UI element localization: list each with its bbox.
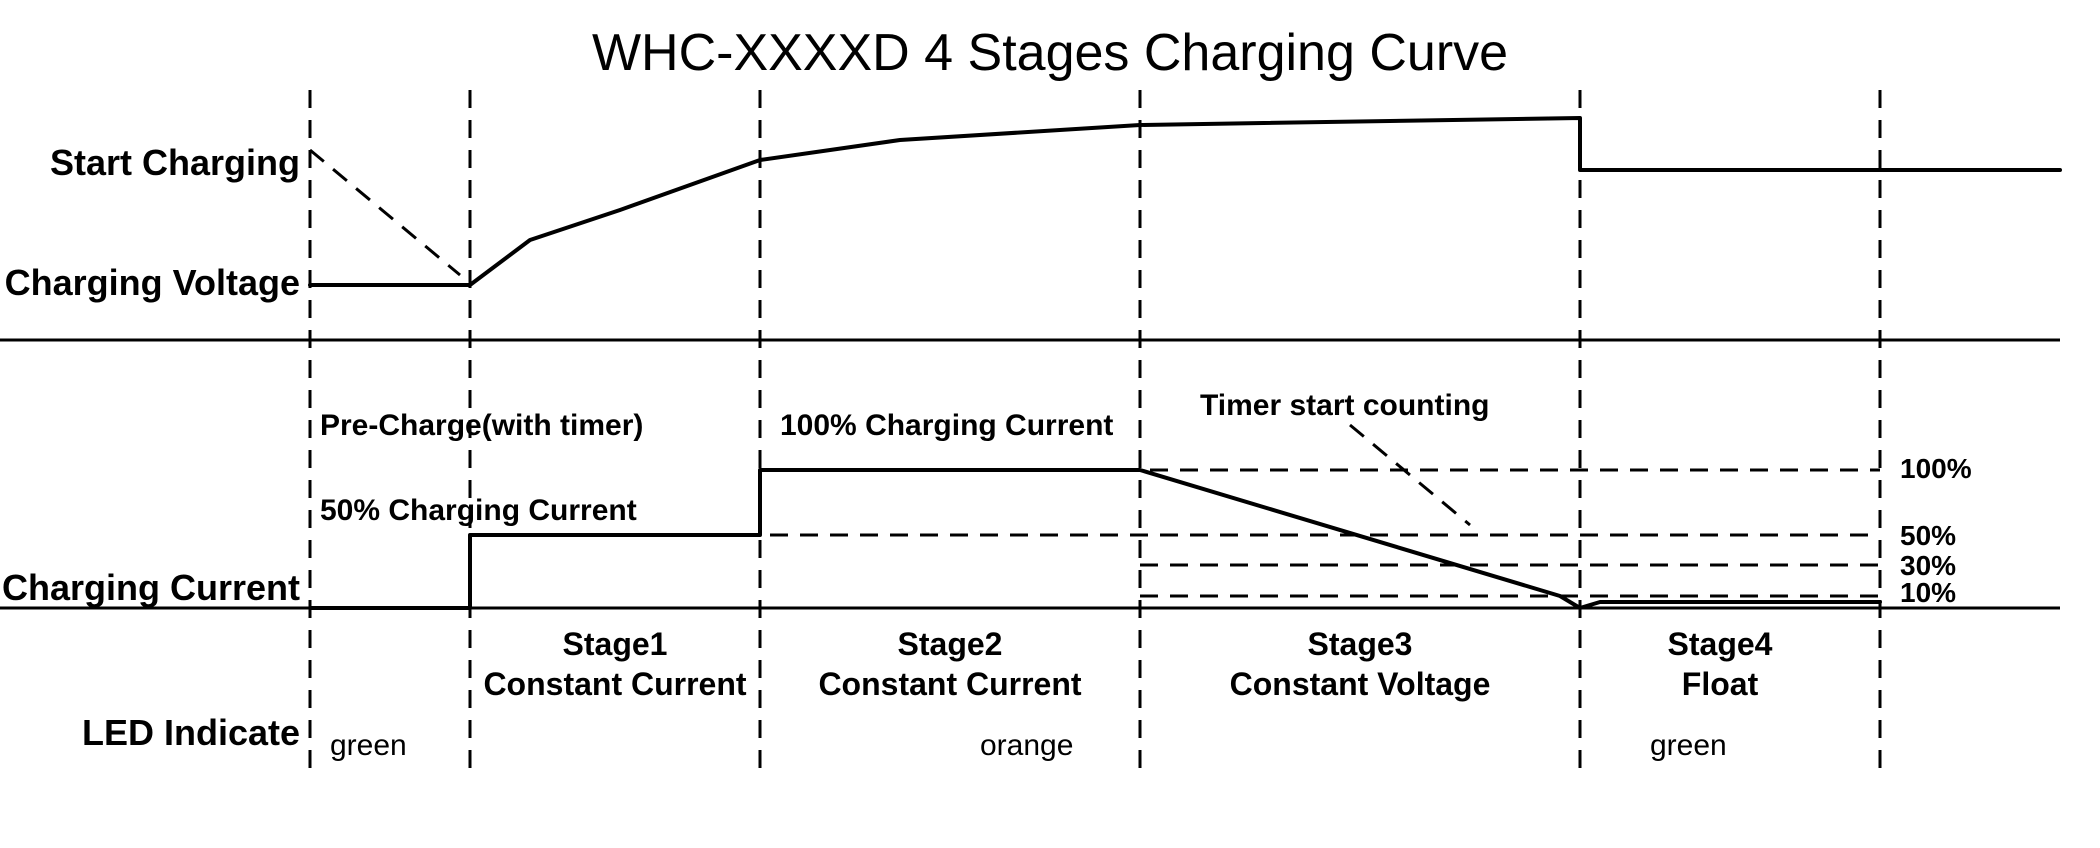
timer-arrow (1350, 425, 1470, 525)
start-charging-lead (310, 150, 460, 275)
label-charging-voltage: Charging Voltage (5, 262, 300, 303)
led-color: green (1650, 729, 1727, 762)
stage-mode: Constant Voltage (1230, 666, 1491, 702)
annot-timer: Timer start counting (1200, 389, 1489, 422)
current-curve (310, 470, 1880, 608)
stage-mode: Float (1682, 666, 1759, 702)
stage-name: Stage3 (1308, 626, 1413, 662)
stage-mode: Constant Current (818, 666, 1081, 702)
charging-curve-diagram: WHC-XXXXD 4 Stages Charging Curve Start C… (0, 0, 2100, 848)
label-start-charging: Start Charging (50, 142, 300, 183)
pct-label-p50: 50% (1900, 520, 1956, 551)
voltage-curve (310, 118, 2060, 285)
stage-mode: Constant Current (483, 666, 746, 702)
annot-50pct: 50% Charging Current (320, 494, 637, 527)
annot-precharge: Pre-Charge(with timer) (320, 409, 643, 442)
annot-100pct: 100% Charging Current (780, 409, 1113, 442)
stage-name: Stage4 (1668, 626, 1773, 662)
stage-name: Stage1 (563, 626, 668, 662)
pct-label-p10: 10% (1900, 577, 1956, 608)
pct-label-p100: 100% (1900, 453, 1972, 484)
label-led-indicate: LED Indicate (82, 712, 300, 753)
label-charging-current: Charging Current (2, 567, 300, 608)
led-color: green (330, 729, 407, 762)
stage-name: Stage2 (898, 626, 1003, 662)
chart-title: WHC-XXXXD 4 Stages Charging Curve (592, 24, 1508, 82)
led-color: orange (980, 729, 1073, 762)
